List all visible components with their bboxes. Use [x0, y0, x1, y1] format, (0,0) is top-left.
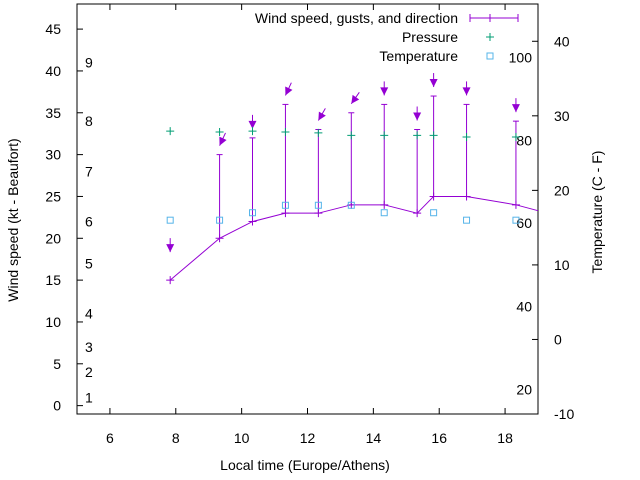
wind-arrow-head	[285, 86, 293, 96]
y-left-tick-label: 10	[45, 314, 61, 330]
fahrenheit-label: 100	[509, 50, 533, 66]
y-right-tick-label: 0	[554, 331, 562, 347]
pressure-point	[413, 131, 422, 140]
beaufort-label: 8	[85, 113, 93, 129]
temperature-point	[463, 216, 471, 224]
temperature-point	[430, 209, 438, 217]
wind-speed-point	[380, 200, 389, 209]
wind-speed-point	[215, 234, 224, 243]
wind-speed-point	[462, 192, 471, 201]
y-left-tick-label: 30	[45, 147, 61, 163]
beaufort-label: 7	[85, 163, 93, 179]
y-left-tick-label: 35	[45, 105, 61, 121]
fahrenheit-label: 20	[516, 381, 532, 397]
y-left-tick-label: 15	[45, 272, 61, 288]
y-axis-label-right: Temperature (C - F)	[589, 151, 605, 274]
pressure-point	[248, 127, 257, 136]
y-left-tick-label: 0	[53, 398, 61, 414]
pressure-point	[462, 133, 471, 142]
wind-speed-point	[429, 192, 438, 201]
x-tick-label: 10	[234, 430, 250, 446]
plot-frame	[76, 3, 539, 415]
legend-swatch-temperature	[486, 52, 494, 60]
fahrenheit-label: 60	[516, 215, 532, 231]
y-right-tick-label: 20	[554, 182, 570, 198]
x-tick-label: 14	[366, 430, 382, 446]
legend-label-temperature: Temperature	[379, 48, 458, 64]
beaufort-label: 5	[85, 255, 93, 271]
beaufort-label: 2	[85, 364, 93, 380]
wind-arrow-head	[318, 111, 326, 121]
wind-arrow-head	[248, 120, 257, 129]
temperature-point	[314, 201, 322, 209]
pressure-point	[215, 128, 224, 137]
fahrenheit-label: 40	[516, 299, 532, 315]
y-right-tick-label: -10	[554, 406, 574, 422]
y-right-tick-label: 30	[554, 108, 570, 124]
x-tick-label: 16	[431, 430, 447, 446]
x-tick-label: 12	[300, 430, 316, 446]
legend-label-pressure: Pressure	[402, 29, 458, 45]
temperature-point	[380, 209, 388, 217]
beaufort-label: 6	[85, 214, 93, 230]
wind-arrow-head	[380, 87, 389, 96]
wind-arrow-head	[166, 244, 175, 253]
wind-speed-line	[169, 195, 539, 281]
temperature-point	[249, 209, 257, 217]
y-left-tick-label: 45	[45, 21, 61, 37]
wind-arrow-head	[219, 136, 227, 146]
x-tick-label: 8	[172, 430, 180, 446]
wind-speed-point	[281, 209, 290, 218]
axis-ticks	[77, 4, 538, 415]
y-left-tick-label: 40	[45, 63, 61, 79]
plot-border	[76, 3, 539, 415]
wind-speed-point	[248, 217, 257, 226]
wind-arrow-head	[351, 94, 360, 104]
x-axis-label: Local time (Europe/Athens)	[220, 457, 390, 473]
temperature-point	[512, 216, 520, 224]
beaufort-label: 9	[85, 55, 93, 71]
temperature-point	[166, 216, 174, 224]
pressure-point	[347, 131, 356, 140]
pressure-point	[314, 128, 323, 137]
wind-arrow-head	[429, 79, 438, 88]
y-right-tick-label: 10	[554, 257, 570, 273]
pressure-point	[511, 133, 520, 142]
beaufort-label: 1	[85, 389, 93, 405]
pressure-point	[166, 127, 175, 136]
wind-speed-point	[511, 200, 520, 209]
tick-labels: 6 8 10 12 14 16 18051015202530354045-100102030…	[45, 21, 574, 446]
y-axis-label-left: Wind speed (kt - Beaufort)	[5, 138, 21, 301]
wind-arrow-head	[413, 112, 422, 121]
pressure-point	[380, 131, 389, 140]
wind-speed-point	[413, 209, 422, 218]
wind-speed-point	[314, 209, 323, 218]
x-tick-label: 6	[106, 430, 114, 446]
x-tick-label: 18	[497, 430, 513, 446]
legend: Wind speed, gusts, and direction Pressure…	[255, 10, 519, 64]
wind-arrow-head	[462, 87, 471, 96]
y-left-tick-label: 5	[53, 356, 61, 372]
temperature-point	[281, 201, 289, 209]
pressure-point	[429, 131, 438, 140]
pressure-point	[281, 128, 290, 137]
beaufort-label: 4	[85, 306, 93, 322]
y-left-tick-label: 20	[45, 230, 61, 246]
wind-speed-point	[166, 276, 175, 285]
beaufort-label: 3	[85, 339, 93, 355]
series-layer	[166, 73, 539, 285]
legend-label-wind: Wind speed, gusts, and direction	[255, 10, 458, 26]
temperature-point	[347, 201, 355, 209]
y-right-tick-label: 40	[554, 33, 570, 49]
fahrenheit-label: 80	[516, 132, 532, 148]
wind-arrow-head	[511, 104, 520, 113]
temperature-point	[216, 216, 224, 224]
legend-swatch-pressure	[486, 33, 494, 41]
y-left-tick-label: 25	[45, 188, 61, 204]
